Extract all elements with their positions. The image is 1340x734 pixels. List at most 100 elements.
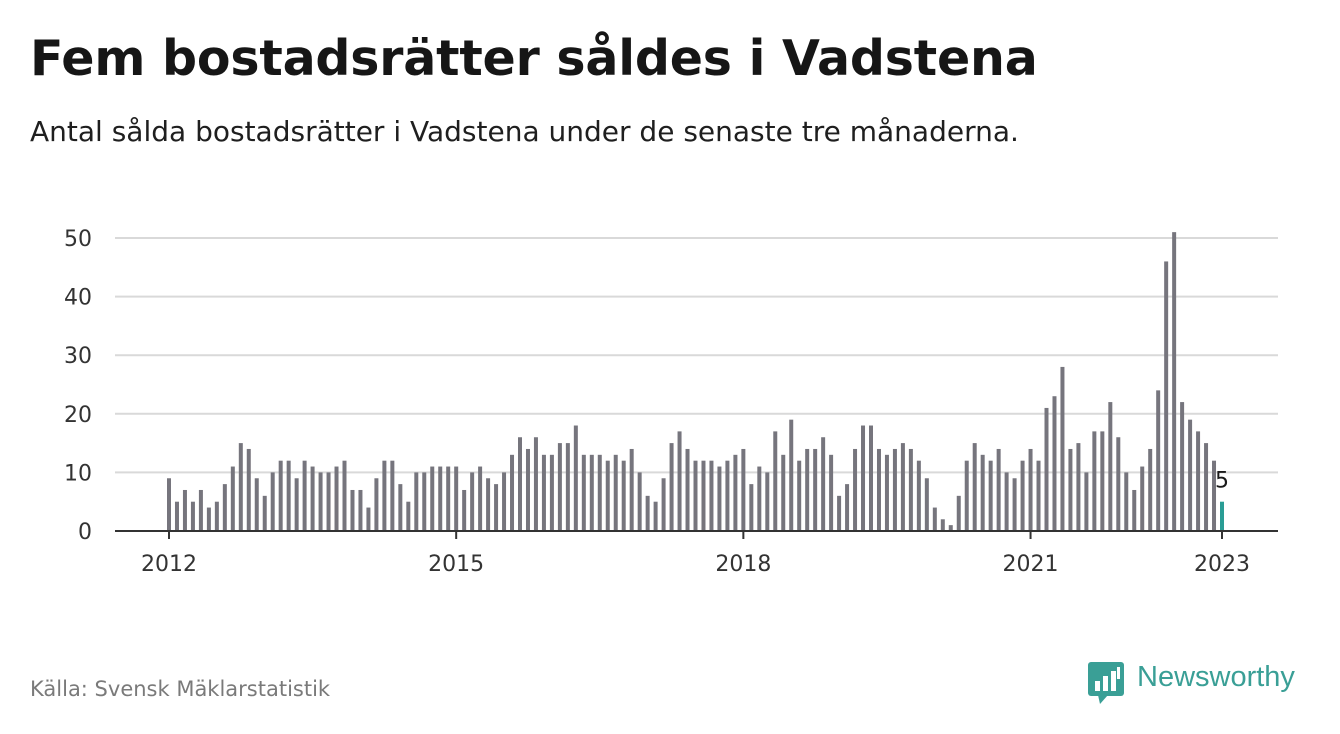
bar: [382, 460, 387, 531]
bar: [821, 437, 826, 531]
bar: [310, 466, 315, 531]
bar: [502, 472, 507, 531]
bar: [557, 443, 562, 531]
bar: [1060, 366, 1065, 531]
y-tick-label: 10: [64, 461, 92, 486]
bar: [246, 448, 251, 531]
bar: [908, 448, 913, 531]
bar: [805, 448, 810, 531]
bar: [278, 460, 283, 531]
bar: [1172, 232, 1177, 531]
highlight-data-label: 5: [1215, 469, 1229, 494]
bar: [988, 460, 993, 531]
bar: [334, 466, 339, 531]
bar: [302, 460, 307, 531]
bar: [1116, 437, 1121, 531]
bar: [478, 466, 483, 531]
bar: [900, 443, 905, 531]
bar: [206, 507, 211, 531]
bar: [757, 466, 762, 531]
bar: [565, 443, 570, 531]
bar: [390, 460, 395, 531]
bar: [725, 460, 730, 531]
y-axis-ticks: 0 10 20 30 40 50: [64, 227, 92, 545]
bar: [1124, 472, 1129, 531]
bar: [813, 448, 818, 531]
bar: [446, 466, 451, 531]
bar: [198, 489, 203, 531]
bar: [741, 448, 746, 531]
x-tick-label: 2023: [1194, 552, 1250, 577]
bar: [661, 478, 666, 531]
x-tick-label: 2021: [1003, 552, 1059, 577]
brand-logo[interactable]: Newsworthy: [1088, 660, 1318, 706]
bar: [438, 466, 443, 531]
bar: [1084, 472, 1089, 531]
bar: [1132, 489, 1137, 531]
bar: [629, 448, 634, 531]
bar: [972, 443, 977, 531]
bar: [1076, 443, 1081, 531]
x-tick-label: 2012: [141, 552, 197, 577]
bar: [214, 501, 219, 531]
bar: [869, 425, 873, 531]
bar: [1052, 396, 1057, 531]
bar: [222, 484, 227, 531]
bar: [167, 478, 171, 531]
brand-name: Newsworthy: [1137, 661, 1295, 693]
bar: [996, 448, 1001, 531]
bar: [1156, 390, 1161, 531]
bar: [589, 454, 594, 531]
bar: [1044, 407, 1049, 531]
bar: [932, 507, 937, 531]
bar: [366, 507, 371, 531]
bar: [948, 525, 953, 531]
bar: [430, 466, 435, 531]
bar: [709, 460, 714, 531]
bar: [1028, 448, 1033, 531]
bar: [286, 460, 291, 531]
bar: [733, 454, 738, 531]
bar: [845, 484, 850, 531]
bar: [494, 484, 499, 531]
bar: [701, 460, 706, 531]
bar: [358, 489, 363, 531]
bar: [406, 501, 411, 531]
y-tick-label: 20: [64, 403, 92, 428]
bar: [549, 454, 554, 531]
bar: [230, 466, 235, 531]
data-labels: 5: [1215, 469, 1229, 494]
bar: [789, 419, 794, 531]
bar: [797, 460, 802, 531]
bar: [470, 472, 475, 531]
chart-title: Fem bostadsrätter såldes i Vadstena: [30, 30, 1038, 87]
bar: [454, 466, 459, 531]
bar: [1196, 431, 1201, 531]
bar: [262, 495, 267, 531]
bar: [749, 484, 754, 531]
bar: [892, 448, 897, 531]
bar: [924, 478, 929, 531]
bar: [837, 495, 842, 531]
bar: [581, 454, 586, 531]
bar: [964, 460, 969, 531]
bar: [861, 425, 866, 531]
bar: [916, 460, 921, 531]
bar: [645, 495, 650, 531]
bar: [1068, 448, 1073, 531]
bar: [621, 460, 626, 531]
bar: [637, 472, 642, 531]
bar: [533, 437, 538, 531]
y-tick-label: 50: [64, 227, 92, 252]
bar-chart: 0 10 20 30 40 50 2012 2015 2018 2021 2023 5: [64, 227, 1278, 577]
bar-highlight: [1220, 501, 1224, 531]
bar: [174, 501, 179, 531]
bar: [1212, 460, 1217, 531]
bar: [294, 478, 299, 531]
y-tick-label: 30: [64, 344, 92, 369]
bar: [422, 472, 427, 531]
bar: [677, 431, 682, 531]
bars: [167, 232, 1224, 531]
bar: [573, 425, 578, 531]
bar: [717, 466, 722, 531]
